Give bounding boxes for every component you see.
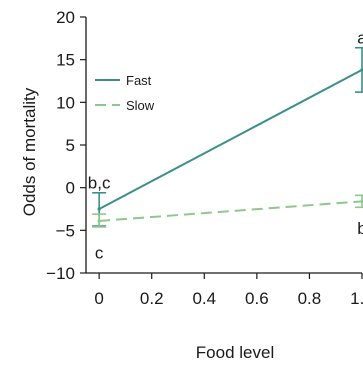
data-point-fast (360, 68, 363, 72)
x-axis-title: Food level (196, 343, 274, 362)
y-tick-label: −10 (46, 264, 75, 283)
chart-marks (92, 46, 363, 228)
data-point-fast (97, 207, 101, 211)
y-tick-label: 20 (56, 8, 75, 27)
y-axis-title: Odds of mortality (20, 87, 39, 216)
x-tick-label: 0.8 (298, 289, 322, 308)
x-tick-label: 0.2 (140, 289, 164, 308)
y-tick-label: 10 (56, 93, 75, 112)
annotation-label: a (357, 28, 363, 47)
data-point-slow (360, 199, 363, 203)
data-point-slow (97, 219, 101, 223)
y-tick-label: 0 (66, 179, 75, 198)
y-tick-label: 15 (56, 51, 75, 70)
annotation-label: c (95, 244, 104, 263)
axes: −10 −5 0 5 10 15 20 0 0.2 0.4 0.6 0.8 1.0 (46, 8, 363, 308)
series-line-fast (98, 69, 363, 210)
x-tick-label: 0 (94, 289, 103, 308)
y-tick-label: 5 (66, 136, 75, 155)
x-tick-label: 1.0 (350, 289, 363, 308)
legend-label-slow: Slow (126, 98, 155, 113)
series-line-slow (99, 200, 363, 222)
x-tick-label: 0.6 (245, 289, 269, 308)
legend-label-fast: Fast (126, 73, 152, 88)
annotation-label: b,c (88, 174, 111, 193)
annotations: a b,c c b (88, 28, 363, 262)
legend: Fast Slow (95, 73, 155, 113)
y-tick-label: −5 (56, 221, 75, 240)
x-tick-label: 0.4 (192, 289, 216, 308)
annotation-label: b (357, 219, 363, 238)
